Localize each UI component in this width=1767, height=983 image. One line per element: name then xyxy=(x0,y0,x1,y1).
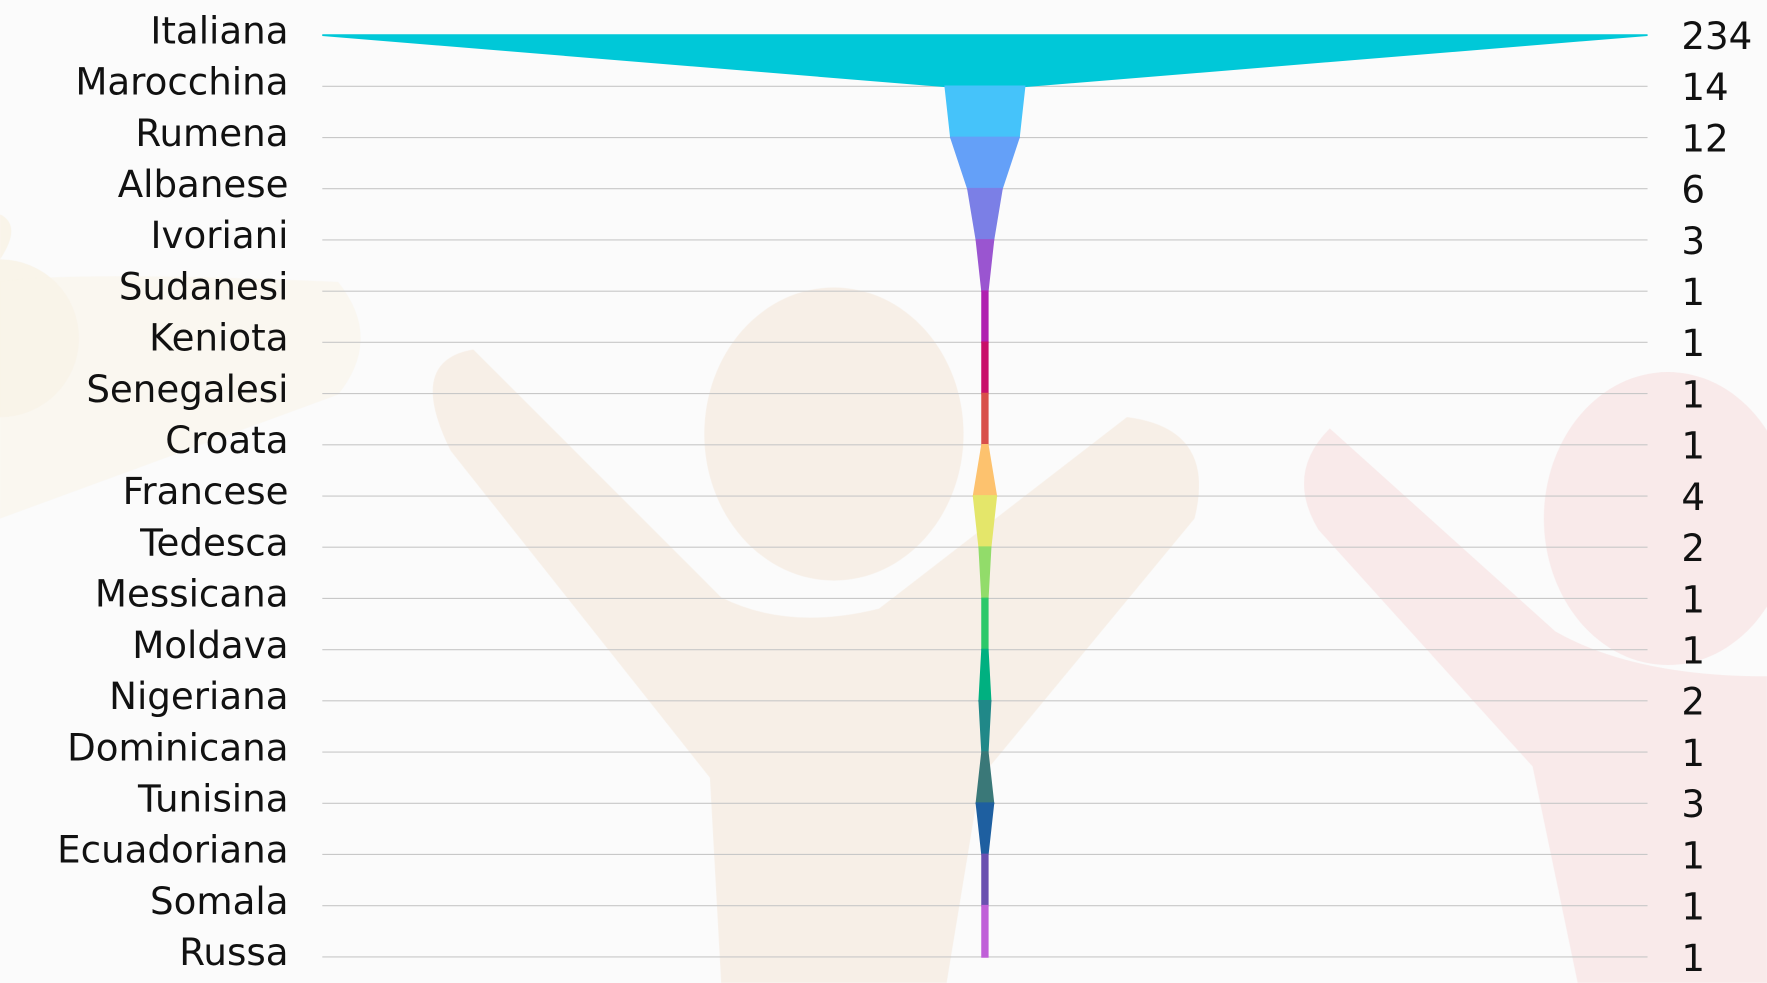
funnel xyxy=(322,34,1648,958)
category-label: Marocchina xyxy=(75,60,288,104)
value-label: 1 xyxy=(1681,833,1705,877)
category-label: Italiana xyxy=(150,8,288,52)
value-label: 1 xyxy=(1681,270,1705,314)
value-label: 1 xyxy=(1681,629,1705,673)
funnel-segment xyxy=(978,700,992,753)
value-label: 1 xyxy=(1681,731,1705,775)
funnel-segment xyxy=(981,904,989,958)
value-label: 3 xyxy=(1681,219,1705,263)
value-label: 1 xyxy=(1681,885,1705,929)
value-label: 1 xyxy=(1681,577,1705,621)
category-label: Russa xyxy=(179,930,288,974)
funnel-segment xyxy=(975,802,995,856)
category-label: Senegalesi xyxy=(86,367,288,411)
category-label: Rumena xyxy=(135,111,288,155)
funnel-segment xyxy=(944,85,1026,139)
funnel-segment xyxy=(978,546,992,600)
category-label: Somala xyxy=(150,879,288,923)
category-label: Croata xyxy=(165,418,288,462)
category-label: Dominicana xyxy=(67,725,288,769)
value-label: 2 xyxy=(1681,526,1705,570)
category-label: Sudanesi xyxy=(119,264,289,308)
category-label: Ecuadoriana xyxy=(57,828,288,872)
category-label: Francese xyxy=(123,469,289,513)
value-label: 1 xyxy=(1681,372,1705,416)
category-label: Tedesca xyxy=(139,520,288,564)
value-label: 1 xyxy=(1681,424,1705,468)
funnel-segment xyxy=(978,648,992,702)
value-label: 3 xyxy=(1681,782,1705,826)
value-label: 6 xyxy=(1681,168,1705,212)
background-decoration xyxy=(0,214,1767,983)
value-label: 234 xyxy=(1681,14,1752,58)
value-label: 2 xyxy=(1681,680,1705,724)
value-label: 14 xyxy=(1681,65,1728,109)
funnel-segment xyxy=(972,443,998,497)
funnel-segment xyxy=(981,290,989,344)
funnel-segment xyxy=(981,597,989,651)
category-label: Moldava xyxy=(132,623,288,667)
value-label: 1 xyxy=(1681,321,1705,365)
value-label: 1 xyxy=(1681,936,1705,980)
value-label: 4 xyxy=(1681,475,1705,519)
funnel-segment xyxy=(981,392,989,446)
category-label: Ivoriani xyxy=(151,213,289,257)
value-label: 12 xyxy=(1681,116,1728,160)
funnel-segment xyxy=(949,136,1021,190)
category-label: Tunisina xyxy=(137,777,289,821)
funnel-segment xyxy=(975,239,995,293)
funnel-segment xyxy=(322,34,1648,88)
category-label: Messicana xyxy=(95,572,289,616)
category-label: Albanese xyxy=(118,162,289,206)
category-label: Nigeriana xyxy=(109,674,288,718)
funnel-segment xyxy=(981,341,989,395)
funnel-segment xyxy=(966,187,1003,241)
funnel-segment xyxy=(981,853,989,907)
category-label: Keniota xyxy=(149,316,288,360)
